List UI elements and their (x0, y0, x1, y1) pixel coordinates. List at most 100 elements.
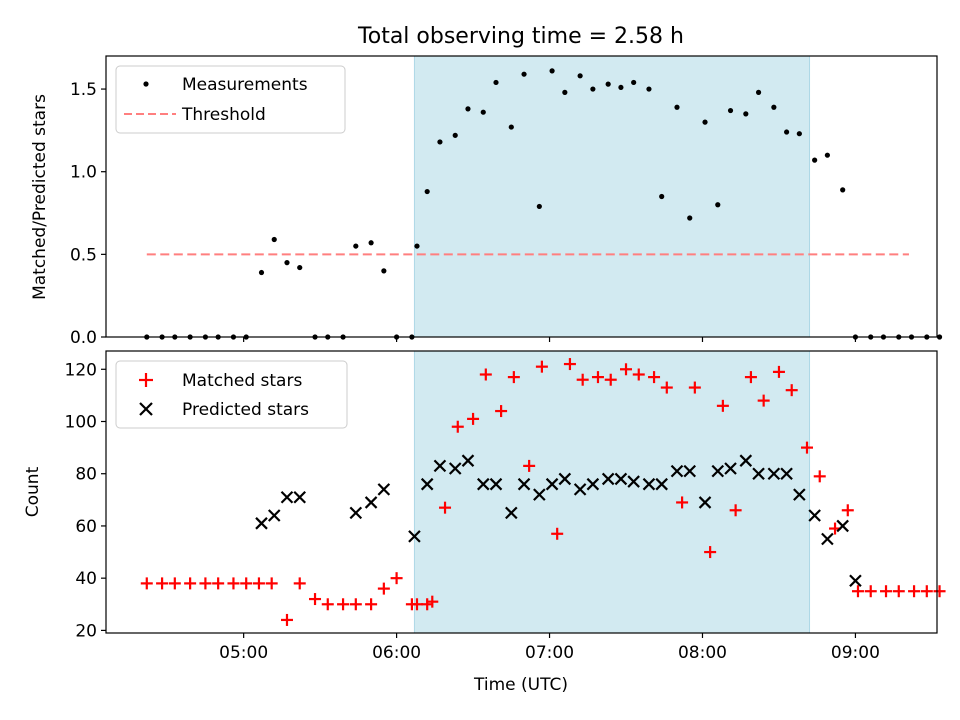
data-point-predicted (627, 475, 640, 488)
data-point-matched (648, 371, 661, 384)
data-point-predicted (655, 477, 668, 491)
data-point-predicted (489, 477, 503, 491)
data-point-predicted (267, 509, 281, 522)
data-point-matched (390, 572, 403, 585)
data-point-measurement (368, 240, 374, 246)
x-tick-label: 08:00 (678, 643, 727, 663)
data-point-predicted (255, 517, 268, 530)
y-tick-label: 100 (65, 413, 97, 433)
data-point-measurement (284, 260, 290, 266)
bottom-x-axis: 05:00 06:00 07:00 08:00 09:00 (219, 633, 880, 663)
legend-label-threshold: Threshold (181, 105, 266, 125)
data-point-matched (184, 577, 197, 590)
data-point-predicted (461, 454, 475, 467)
bottom-y-axis-label: Count (23, 466, 43, 517)
data-point-measurement (687, 215, 693, 221)
data-point-measurement (646, 86, 652, 92)
data-point-measurement (659, 193, 665, 200)
bottom-y-axis: 20 40 60 80 100 120 (65, 360, 106, 641)
data-point-predicted (808, 509, 821, 522)
data-point-matched (744, 371, 757, 384)
data-point-predicted (377, 483, 391, 496)
data-point-predicted (573, 483, 587, 496)
data-point-measurement (353, 243, 359, 249)
data-point-matched (591, 371, 604, 384)
data-point-measurement (381, 268, 387, 274)
data-point-measurement (702, 119, 708, 125)
data-point-matched (337, 598, 350, 611)
data-point-measurement (755, 89, 762, 95)
data-point-predicted (505, 506, 518, 520)
data-point-measurement (536, 203, 542, 210)
data-point-matched (604, 373, 617, 386)
data-point-matched (551, 527, 564, 540)
data-point-matched (908, 585, 921, 598)
data-point-measurement (493, 79, 499, 86)
data-point-predicted (533, 488, 546, 501)
observing-interval-band (413, 55, 811, 338)
data-point-measurement (936, 334, 943, 340)
data-point-measurement (840, 187, 846, 193)
data-point-matched (349, 598, 362, 611)
data-point-predicted (293, 490, 307, 504)
data-point-matched (813, 470, 826, 483)
bottom-legend: Matched stars Predicted stars (115, 360, 348, 429)
data-point-matched (507, 371, 520, 384)
top-x-axis (243, 337, 857, 342)
data-point-measurement (605, 81, 611, 87)
top-legend: Measurements Threshold (115, 65, 346, 134)
data-point-predicted (724, 462, 737, 475)
data-point-predicted (836, 519, 849, 533)
data-point-matched (321, 598, 334, 611)
data-point-predicted (614, 472, 628, 486)
x-axis-label: Time (UTC) (473, 675, 568, 695)
top-panel: 0.0 0.5 1.0 1.5 Matched/Predicted stars Mea… (30, 55, 943, 348)
data-point-matched (688, 381, 701, 394)
data-point-matched (140, 577, 153, 590)
y-tick-label: 1.5 (70, 80, 97, 100)
data-point-matched (199, 577, 212, 590)
data-point-measurement (562, 89, 568, 95)
data-point-measurement (771, 104, 777, 110)
data-point-predicted (420, 477, 434, 491)
data-point-matched (168, 577, 181, 590)
data-point-predicted (821, 532, 834, 546)
bottom-legend-box (115, 360, 348, 429)
data-point-measurement (784, 129, 790, 135)
y-tick-label: 20 (75, 621, 97, 641)
data-point-matched (920, 585, 933, 598)
data-point-matched (426, 595, 439, 608)
data-point-predicted (601, 472, 615, 486)
data-point-matched (933, 585, 946, 598)
data-point-matched (704, 546, 717, 559)
observing-interval-band (413, 350, 811, 634)
data-point-matched (252, 577, 265, 590)
top-legend-box (115, 65, 346, 134)
data-point-matched (676, 496, 689, 509)
data-point-matched (535, 360, 548, 373)
data-point-matched (632, 368, 645, 381)
data-point-predicted (408, 530, 421, 543)
data-point-matched (864, 585, 877, 598)
data-point-measurement (508, 124, 514, 130)
data-point-measurement (480, 109, 486, 115)
data-point-measurement (437, 139, 443, 145)
legend-x-icon (139, 402, 153, 416)
data-point-matched (620, 363, 633, 376)
y-tick-label: 40 (75, 569, 97, 589)
data-point-measurement (521, 71, 527, 77)
data-point-predicted (767, 467, 781, 481)
data-point-predicted (849, 574, 862, 588)
data-point-matched (495, 405, 508, 418)
data-point-predicted (448, 462, 462, 475)
data-point-matched (293, 577, 306, 590)
chart-title: Total observing time = 2.58 h (357, 24, 684, 49)
data-point-predicted (364, 496, 378, 509)
data-point-matched (410, 598, 423, 611)
data-point-predicted (780, 467, 793, 481)
legend-label-predicted-stars: Predicted stars (182, 400, 309, 420)
data-point-matched (576, 373, 589, 386)
data-point-matched (212, 577, 225, 590)
x-tick-label: 05:00 (219, 643, 268, 663)
